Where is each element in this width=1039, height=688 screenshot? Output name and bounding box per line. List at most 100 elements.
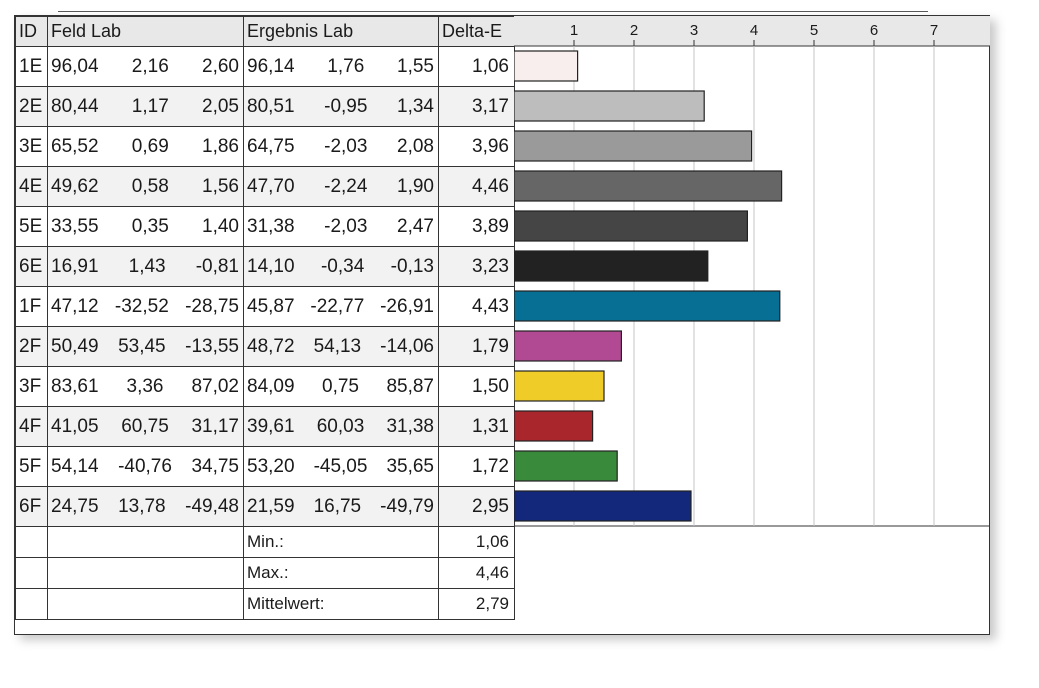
feld-b-value: -13,55 — [185, 335, 239, 357]
stat-value: 4,46 — [438, 557, 515, 589]
ergebnis-l-value: 14,10 — [247, 255, 295, 277]
delta-e-value: 2,95 — [438, 486, 515, 527]
chart-header-band — [514, 16, 990, 46]
feld-a-value: -32,52 — [114, 295, 169, 317]
feld-a-value: 3,36 — [126, 375, 164, 397]
ergebnis-a-value: -0,34 — [320, 255, 365, 277]
bar-4F — [514, 410, 594, 442]
ergebnis-b-value: 2,47 — [397, 215, 434, 237]
ergebnis-a-value: -0,95 — [324, 95, 368, 117]
ergebnis-lab-values: 14,10 -0,34 -0,13 — [247, 256, 438, 278]
delta-e-value: 1,50 — [438, 366, 515, 407]
feld-lab-values: 83,61 3,36 87,02 — [51, 376, 243, 398]
feld-lab-cell: 80,44 1,17 2,05 — [47, 86, 244, 127]
ergebnis-l-value: 80,51 — [247, 95, 295, 117]
ergebnis-l-value: 47,70 — [247, 175, 295, 197]
feld-b-value: -28,75 — [185, 295, 239, 317]
ergebnis-b-value: 1,55 — [397, 55, 434, 77]
delta-e-bar-chart: 1 2 3 4 5 6 7 — [514, 16, 990, 636]
ergebnis-a-value: -45,05 — [313, 455, 368, 477]
ergebnis-lab-values: 39,61 60,03 31,38 — [247, 416, 438, 438]
table-row: 2F 50,49 53,45 -13,55 48,72 54,13 -14,06 1,79 — [15, 326, 515, 367]
feld-b-value: 2,60 — [202, 55, 239, 77]
ergebnis-lab-cell: 31,38 -2,03 2,47 — [243, 206, 439, 247]
ergebnis-l-value: 21,59 — [247, 495, 295, 517]
ergebnis-lab-values: 31,38 -2,03 2,47 — [247, 216, 438, 238]
feld-a-value: 0,69 — [131, 135, 169, 157]
row-id: 3F — [15, 366, 48, 407]
row-id: 4F — [15, 406, 48, 447]
ergebnis-b-value: 1,90 — [397, 175, 434, 197]
feld-b-value: -0,81 — [195, 255, 239, 277]
lab-table: ID Feld Lab Ergebnis Lab Delta-E 1E 96,04… — [15, 16, 515, 620]
x-tick-label: 2 — [630, 22, 638, 39]
ergebnis-lab-values: 84,09 0,75 85,87 — [247, 376, 438, 398]
row-id: 2E — [15, 86, 48, 127]
row-id: 1F — [15, 286, 48, 327]
ergebnis-a-value: 0,75 — [322, 375, 359, 397]
feld-l-value: 41,05 — [51, 415, 99, 437]
table-row: 5E 33,55 0,35 1,40 31,38 -2,03 2,47 3,89 — [15, 206, 515, 247]
ergebnis-l-value: 48,72 — [247, 335, 295, 357]
feld-a-value: 53,45 — [118, 335, 166, 357]
feld-l-value: 96,04 — [51, 55, 99, 77]
ergebnis-lab-cell: 84,09 0,75 85,87 — [243, 366, 439, 407]
delta-e-value: 1,06 — [438, 46, 515, 87]
feld-lab-cell: 33,55 0,35 1,40 — [47, 206, 244, 247]
feld-lab-values: 49,62 0,58 1,56 — [51, 176, 243, 198]
table-row: 1E 96,04 2,16 2,60 96,14 1,76 1,55 1,06 — [15, 46, 515, 87]
ergebnis-a-value: -2,24 — [324, 175, 368, 197]
ergebnis-lab-cell: 45,87 -22,77 -26,91 — [243, 286, 439, 327]
feld-a-value: 0,35 — [131, 215, 169, 237]
table-row: 4F 41,05 60,75 31,17 39,61 60,03 31,38 1,31 — [15, 406, 515, 447]
delta-e-value: 3,96 — [438, 126, 515, 167]
row-id: 6F — [15, 486, 48, 527]
stat-row: Max.: 4,46 — [15, 557, 515, 589]
ergebnis-l-value: 45,87 — [247, 295, 295, 317]
ergebnis-lab-cell: 80,51 -0,95 1,34 — [243, 86, 439, 127]
stat-value: 2,79 — [438, 588, 515, 620]
ergebnis-b-value: 31,38 — [386, 415, 434, 437]
bar-2E — [514, 90, 705, 122]
bar-1F — [514, 290, 781, 322]
table-row: 3F 83,61 3,36 87,02 84,09 0,75 85,87 1,50 — [15, 366, 515, 407]
delta-e-value: 3,89 — [438, 206, 515, 247]
ergebnis-a-value: -2,03 — [324, 135, 368, 157]
feld-lab-cell: 96,04 2,16 2,60 — [47, 46, 244, 87]
x-tick-label: 5 — [810, 22, 818, 39]
ergebnis-b-value: -26,91 — [380, 295, 434, 317]
feld-lab-values: 50,49 53,45 -13,55 — [51, 336, 243, 358]
top-rule — [58, 11, 928, 12]
row-id: 2F — [15, 326, 48, 367]
ergebnis-lab-cell: 21,59 16,75 -49,79 — [243, 486, 439, 527]
feld-l-value: 54,14 — [51, 455, 99, 477]
feld-lab-values: 41,05 60,75 31,17 — [51, 416, 243, 438]
feld-b-value: 1,56 — [202, 175, 239, 197]
feld-lab-values: 54,14 -40,76 34,75 — [51, 456, 243, 478]
table-row: 5F 54,14 -40,76 34,75 53,20 -45,05 35,65 1,72 — [15, 446, 515, 487]
ergebnis-a-value: -2,03 — [324, 215, 368, 237]
feld-a-value: 1,43 — [128, 255, 166, 277]
feld-l-value: 80,44 — [51, 95, 99, 117]
table-row: 6E 16,91 1,43 -0,81 14,10 -0,34 -0,13 3,23 — [15, 246, 515, 287]
ergebnis-l-value: 39,61 — [247, 415, 295, 437]
feld-lab-cell: 24,75 13,78 -49,48 — [47, 486, 244, 527]
delta-e-report: ID Feld Lab Ergebnis Lab Delta-E 1E 96,04… — [14, 15, 990, 635]
bar-1E — [514, 50, 579, 82]
delta-e-value: 1,79 — [438, 326, 515, 367]
ergebnis-lab-values: 96,14 1,76 1,55 — [247, 56, 438, 78]
stat-value: 1,06 — [438, 526, 515, 558]
bar-3F — [514, 370, 605, 402]
feld-b-value: 1,86 — [202, 135, 239, 157]
ergebnis-b-value: 35,65 — [386, 455, 434, 477]
feld-l-value: 24,75 — [51, 495, 99, 517]
feld-l-value: 16,91 — [51, 255, 99, 277]
stat-empty-id — [15, 526, 48, 558]
ergebnis-b-value: 2,08 — [397, 135, 434, 157]
x-tick-label: 4 — [750, 22, 758, 39]
ergebnis-l-value: 84,09 — [247, 375, 295, 397]
feld-lab-cell: 41,05 60,75 31,17 — [47, 406, 244, 447]
row-id: 3E — [15, 126, 48, 167]
ergebnis-lab-cell: 96,14 1,76 1,55 — [243, 46, 439, 87]
row-id: 1E — [15, 46, 48, 87]
